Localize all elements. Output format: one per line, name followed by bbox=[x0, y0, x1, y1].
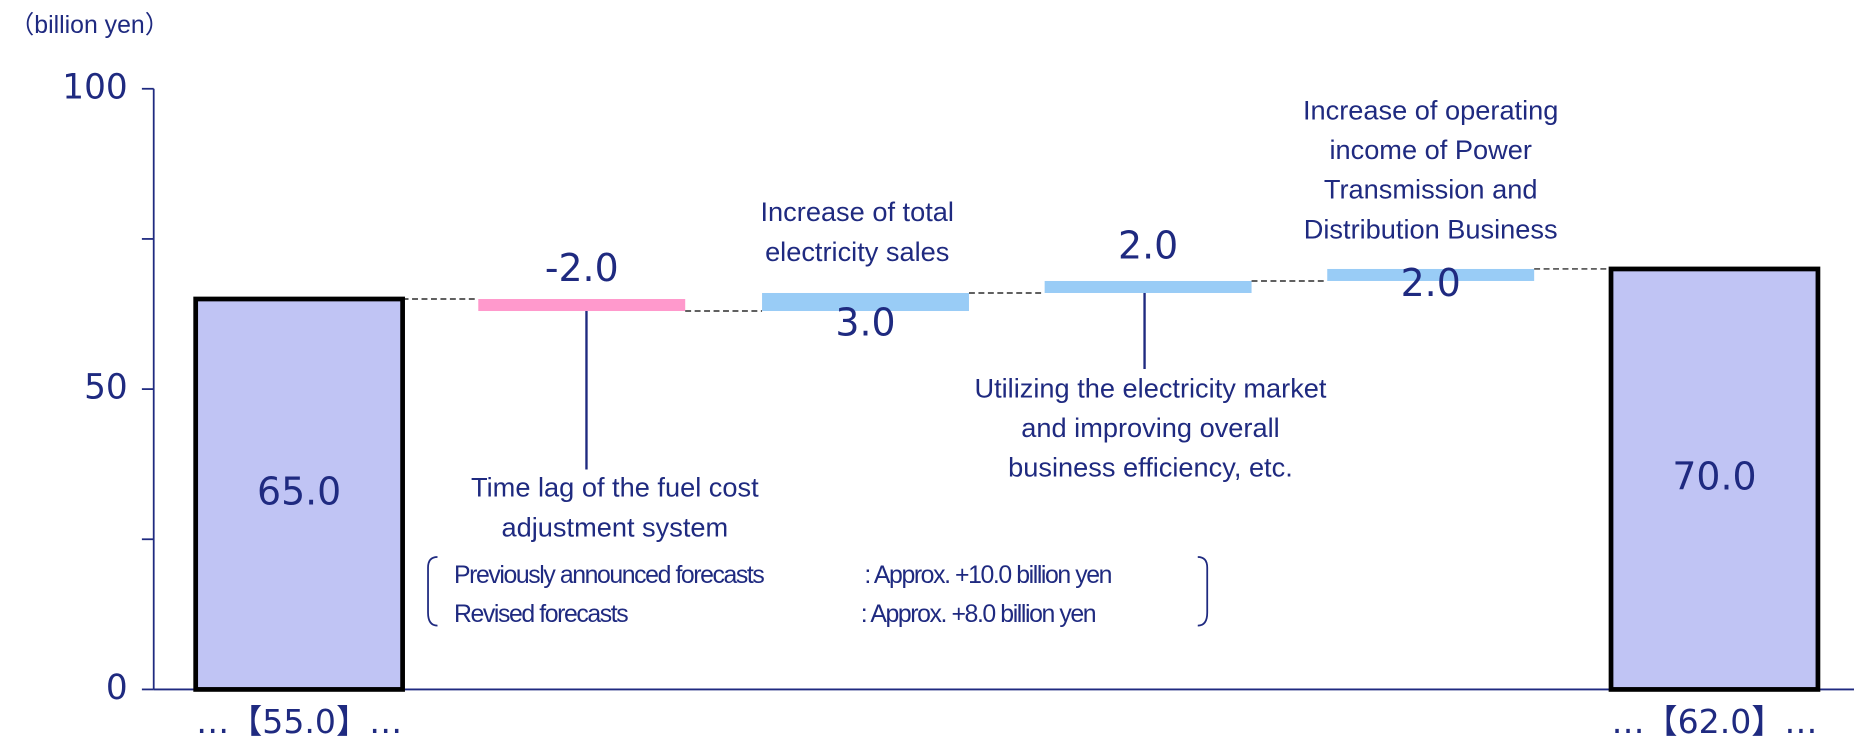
value-label: 3.0 bbox=[835, 301, 895, 345]
bar bbox=[1608, 266, 1821, 692]
annotation: and improving overall bbox=[1021, 412, 1279, 443]
note-text: Revised forecasts bbox=[454, 601, 628, 628]
annotation: adjustment system bbox=[502, 511, 729, 542]
value-label: 65.0 bbox=[257, 470, 341, 514]
annotation: Increase of operating bbox=[1303, 95, 1558, 126]
value-label: 2.0 bbox=[1118, 223, 1178, 267]
note-text: : Approx. +8.0 billion yen bbox=[861, 601, 1096, 628]
annotation: Distribution Business bbox=[1304, 213, 1558, 244]
annotation: Time lag of the fuel cost bbox=[471, 472, 759, 503]
annotation: business efficiency, etc. bbox=[1008, 452, 1293, 483]
value-label: 70.0 bbox=[1672, 455, 1756, 499]
x-tick-label: …【62.0】… bbox=[1611, 702, 1817, 741]
bar bbox=[1327, 268, 1535, 281]
annotation: Transmission and bbox=[1324, 174, 1538, 205]
annotation: income of Power bbox=[1329, 134, 1531, 165]
annotation: Utilizing the electricity market bbox=[974, 372, 1326, 403]
annotation: electricity sales bbox=[765, 236, 949, 267]
bar bbox=[193, 296, 405, 692]
y-tick-label: 0 bbox=[106, 668, 128, 708]
bar bbox=[1044, 280, 1252, 293]
y-tick-label: 100 bbox=[62, 67, 127, 107]
y-tick-label: 50 bbox=[84, 368, 128, 408]
value-label: 2.0 bbox=[1401, 261, 1461, 305]
x-tick-label: …【55.0】… bbox=[196, 702, 402, 741]
value-label: -2.0 bbox=[545, 246, 619, 290]
bar bbox=[762, 292, 969, 312]
note-text: : Approx. +10.0 billion yen bbox=[864, 562, 1111, 589]
unit-label: （billion yen） bbox=[9, 11, 169, 39]
note-text: Previously announced forecasts bbox=[454, 562, 764, 589]
annotation: Increase of total bbox=[761, 196, 954, 227]
bar bbox=[478, 298, 686, 312]
note-bracket bbox=[427, 556, 1209, 627]
